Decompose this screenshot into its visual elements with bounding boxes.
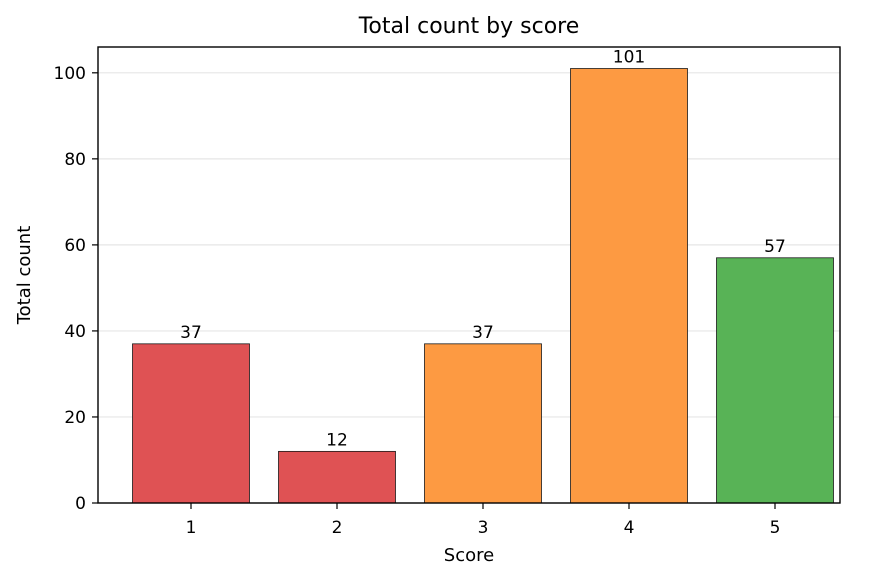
data-label-score-4: 101 — [613, 48, 645, 68]
y-tick-label-80: 80 — [64, 150, 86, 170]
y-tick-label-0: 0 — [75, 494, 86, 514]
data-label-score-3: 37 — [472, 323, 494, 343]
bar-score-3 — [424, 343, 542, 504]
data-label-score-5: 57 — [764, 237, 786, 257]
y-tick-label-20: 20 — [64, 408, 86, 428]
chart-title: Total count by score — [358, 14, 580, 39]
x-tick-label-4: 4 — [624, 518, 635, 538]
x-tick-label-5: 5 — [770, 518, 781, 538]
x-tick-label-2: 2 — [332, 518, 343, 538]
y-tick-label-40: 40 — [64, 322, 86, 342]
data-labels: 37 12 37 101 57 — [180, 48, 786, 451]
data-label-score-2: 12 — [326, 430, 348, 450]
bar-score-4 — [570, 68, 688, 504]
x-axis-label: Score — [444, 545, 494, 566]
plot-frame — [97, 46, 841, 504]
bar-score-2 — [278, 450, 396, 504]
x-tick-label-1: 1 — [186, 518, 197, 538]
bars — [132, 68, 834, 504]
data-label-score-1: 37 — [180, 323, 202, 343]
x-tick-label-3: 3 — [478, 518, 489, 538]
bar-score-1 — [132, 343, 250, 504]
bar-score-5 — [716, 257, 834, 504]
y-tick-label-100: 100 — [54, 64, 86, 84]
y-tick-label-60: 60 — [64, 236, 86, 256]
y-axis-label: Total count — [14, 226, 35, 326]
